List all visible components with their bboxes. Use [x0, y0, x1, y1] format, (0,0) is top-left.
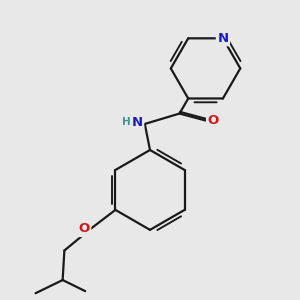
Text: N: N	[132, 116, 143, 129]
Text: H: H	[122, 117, 131, 127]
Text: O: O	[79, 223, 90, 236]
Text: N: N	[217, 32, 229, 45]
Text: O: O	[208, 114, 219, 127]
